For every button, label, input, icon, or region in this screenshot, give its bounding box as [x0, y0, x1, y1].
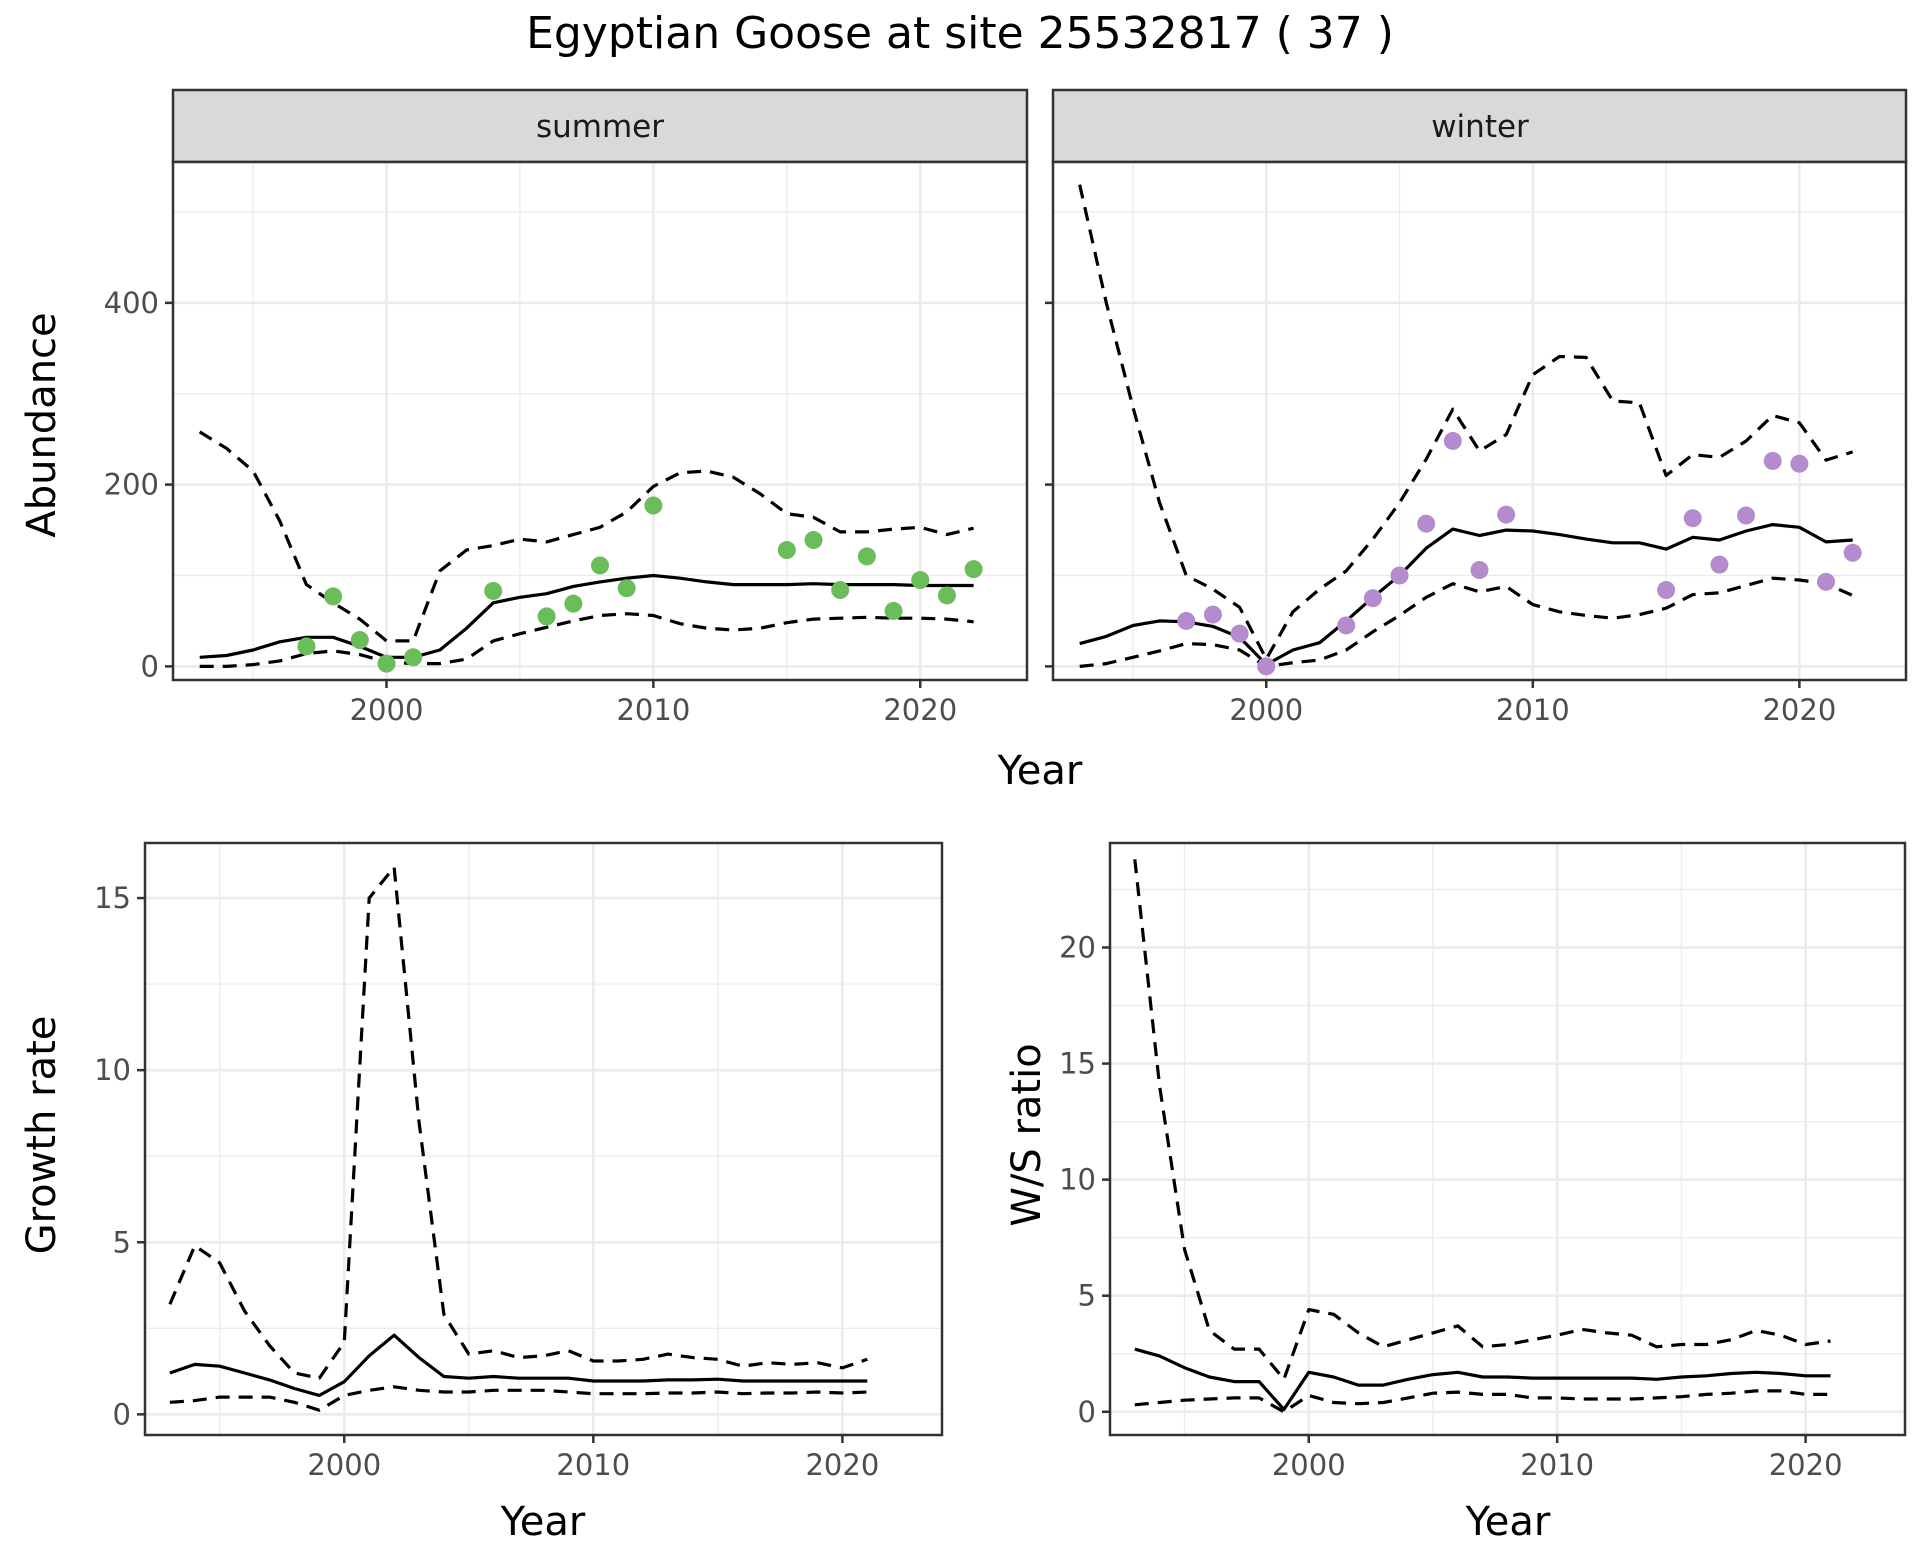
observation-point: [1203, 605, 1222, 624]
series-line-upper: [1078, 184, 1854, 661]
winter-strip: [1051, 88, 1908, 164]
x-tick-label: 2020: [1762, 693, 1836, 727]
x-tick-label: 2020: [883, 693, 957, 727]
figure-title: Egyptian Goose at site 25532817 ( 37 ): [526, 8, 1394, 59]
observation-point: [1337, 616, 1356, 635]
observation-point: [1443, 431, 1462, 450]
x-tick-label: 2000: [1229, 693, 1303, 727]
x-tick-label: 2000: [350, 693, 424, 727]
observation-point: [617, 579, 636, 598]
observation-point: [1257, 657, 1276, 676]
observation-point: [591, 556, 609, 575]
panel-border: [1108, 841, 1907, 1437]
y-tick-label: 10: [94, 1053, 131, 1087]
x-tick-label: 2020: [805, 1448, 879, 1482]
series-line-estimate: [169, 1333, 868, 1398]
y-tick-label: 5: [1078, 1279, 1096, 1313]
observation-point: [1390, 566, 1409, 585]
x-tick-label: 2000: [307, 1448, 381, 1482]
observation-point: [484, 581, 503, 600]
plot-background: [1053, 162, 1906, 680]
y-tick-label: 20: [1059, 930, 1096, 964]
panel-border: [143, 841, 944, 1437]
panel-border: [171, 160, 1029, 682]
summer-panel: 2000 2010 2020 0 200 400: [104, 160, 1029, 727]
observation-point: [1817, 572, 1836, 591]
observation-point: [884, 601, 903, 620]
series-line-upper: [168, 865, 868, 1380]
top-x-label: Year: [997, 748, 1083, 794]
growth-panel: 2000 2010 2020 0 5 10 15: [94, 841, 944, 1482]
y-tick-label: 0: [141, 649, 159, 683]
observation-point: [911, 571, 930, 590]
series-line-estimate: [1079, 522, 1853, 667]
summer-strip: [171, 88, 1029, 164]
growth-y-label: Growth rate: [19, 1016, 65, 1255]
y-tick-label: 15: [94, 881, 131, 915]
series-line-estimate: [1134, 1347, 1831, 1412]
panel-border: [1051, 160, 1908, 682]
x-tick-label: 2020: [1769, 1448, 1843, 1482]
observation-point: [324, 587, 343, 606]
series-line-lower: [169, 1385, 868, 1412]
observation-point: [1470, 561, 1489, 580]
observation-point: [964, 560, 983, 579]
observation-point: [1230, 624, 1249, 643]
abundance-y-label: Abundance: [19, 312, 65, 537]
y-tick-label: 0: [1078, 1395, 1096, 1429]
y-tick-label: 5: [113, 1225, 131, 1259]
observation-point: [937, 586, 956, 605]
y-tick-label: 200: [104, 468, 159, 502]
x-tick-label: 2010: [556, 1448, 630, 1482]
series-line-upper: [1133, 859, 1831, 1381]
observation-point: [1790, 454, 1809, 473]
observation-point: [537, 607, 556, 626]
x-tick-label: 2010: [616, 693, 690, 727]
observation-point: [1497, 505, 1516, 524]
winter-strip-label: winter: [1431, 109, 1529, 145]
observation-point: [404, 648, 423, 667]
observation-point: [564, 594, 583, 613]
y-tick-label: 0: [113, 1397, 131, 1431]
ws-ratio-y-label: W/S ratio: [1004, 1043, 1050, 1226]
observation-point: [1177, 611, 1196, 630]
plot-background: [145, 843, 942, 1435]
observation-point: [1363, 589, 1382, 608]
growth-x-label: Year: [500, 1499, 586, 1545]
observation-point: [1657, 581, 1676, 600]
observation-point: [1737, 506, 1756, 525]
x-tick-label: 2000: [1272, 1448, 1346, 1482]
observation-point: [350, 631, 369, 650]
ws-ratio-x-label: Year: [1465, 1499, 1551, 1545]
x-tick-label: 2010: [1520, 1448, 1594, 1482]
ws-ratio-panel: 2000 2010 2020 0 5 10 15 20: [1059, 841, 1907, 1482]
plot-background: [1110, 843, 1905, 1435]
observation-point: [1417, 514, 1436, 533]
observation-point: [831, 581, 850, 600]
y-tick-label: 400: [104, 286, 159, 320]
observation-point: [644, 496, 663, 515]
observation-point: [777, 541, 796, 560]
observation-point: [1763, 451, 1782, 470]
observation-point: [1843, 543, 1862, 562]
observation-point: [1710, 555, 1729, 574]
summer-strip-label: summer: [536, 109, 664, 145]
y-tick-label: 10: [1059, 1163, 1096, 1197]
winter-panel: 2000 2010 2020: [1045, 160, 1908, 727]
series-line-lower: [1134, 1389, 1831, 1414]
observation-point: [297, 637, 316, 656]
observation-point: [857, 547, 876, 566]
plot-background: [173, 162, 1027, 680]
series-line-lower: [1079, 576, 1854, 669]
observation-point: [804, 531, 823, 550]
x-tick-label: 2010: [1496, 693, 1570, 727]
series-line-lower: [199, 612, 974, 669]
observation-point: [1683, 509, 1702, 528]
y-tick-label: 15: [1059, 1047, 1096, 1081]
observation-point: [377, 654, 396, 673]
